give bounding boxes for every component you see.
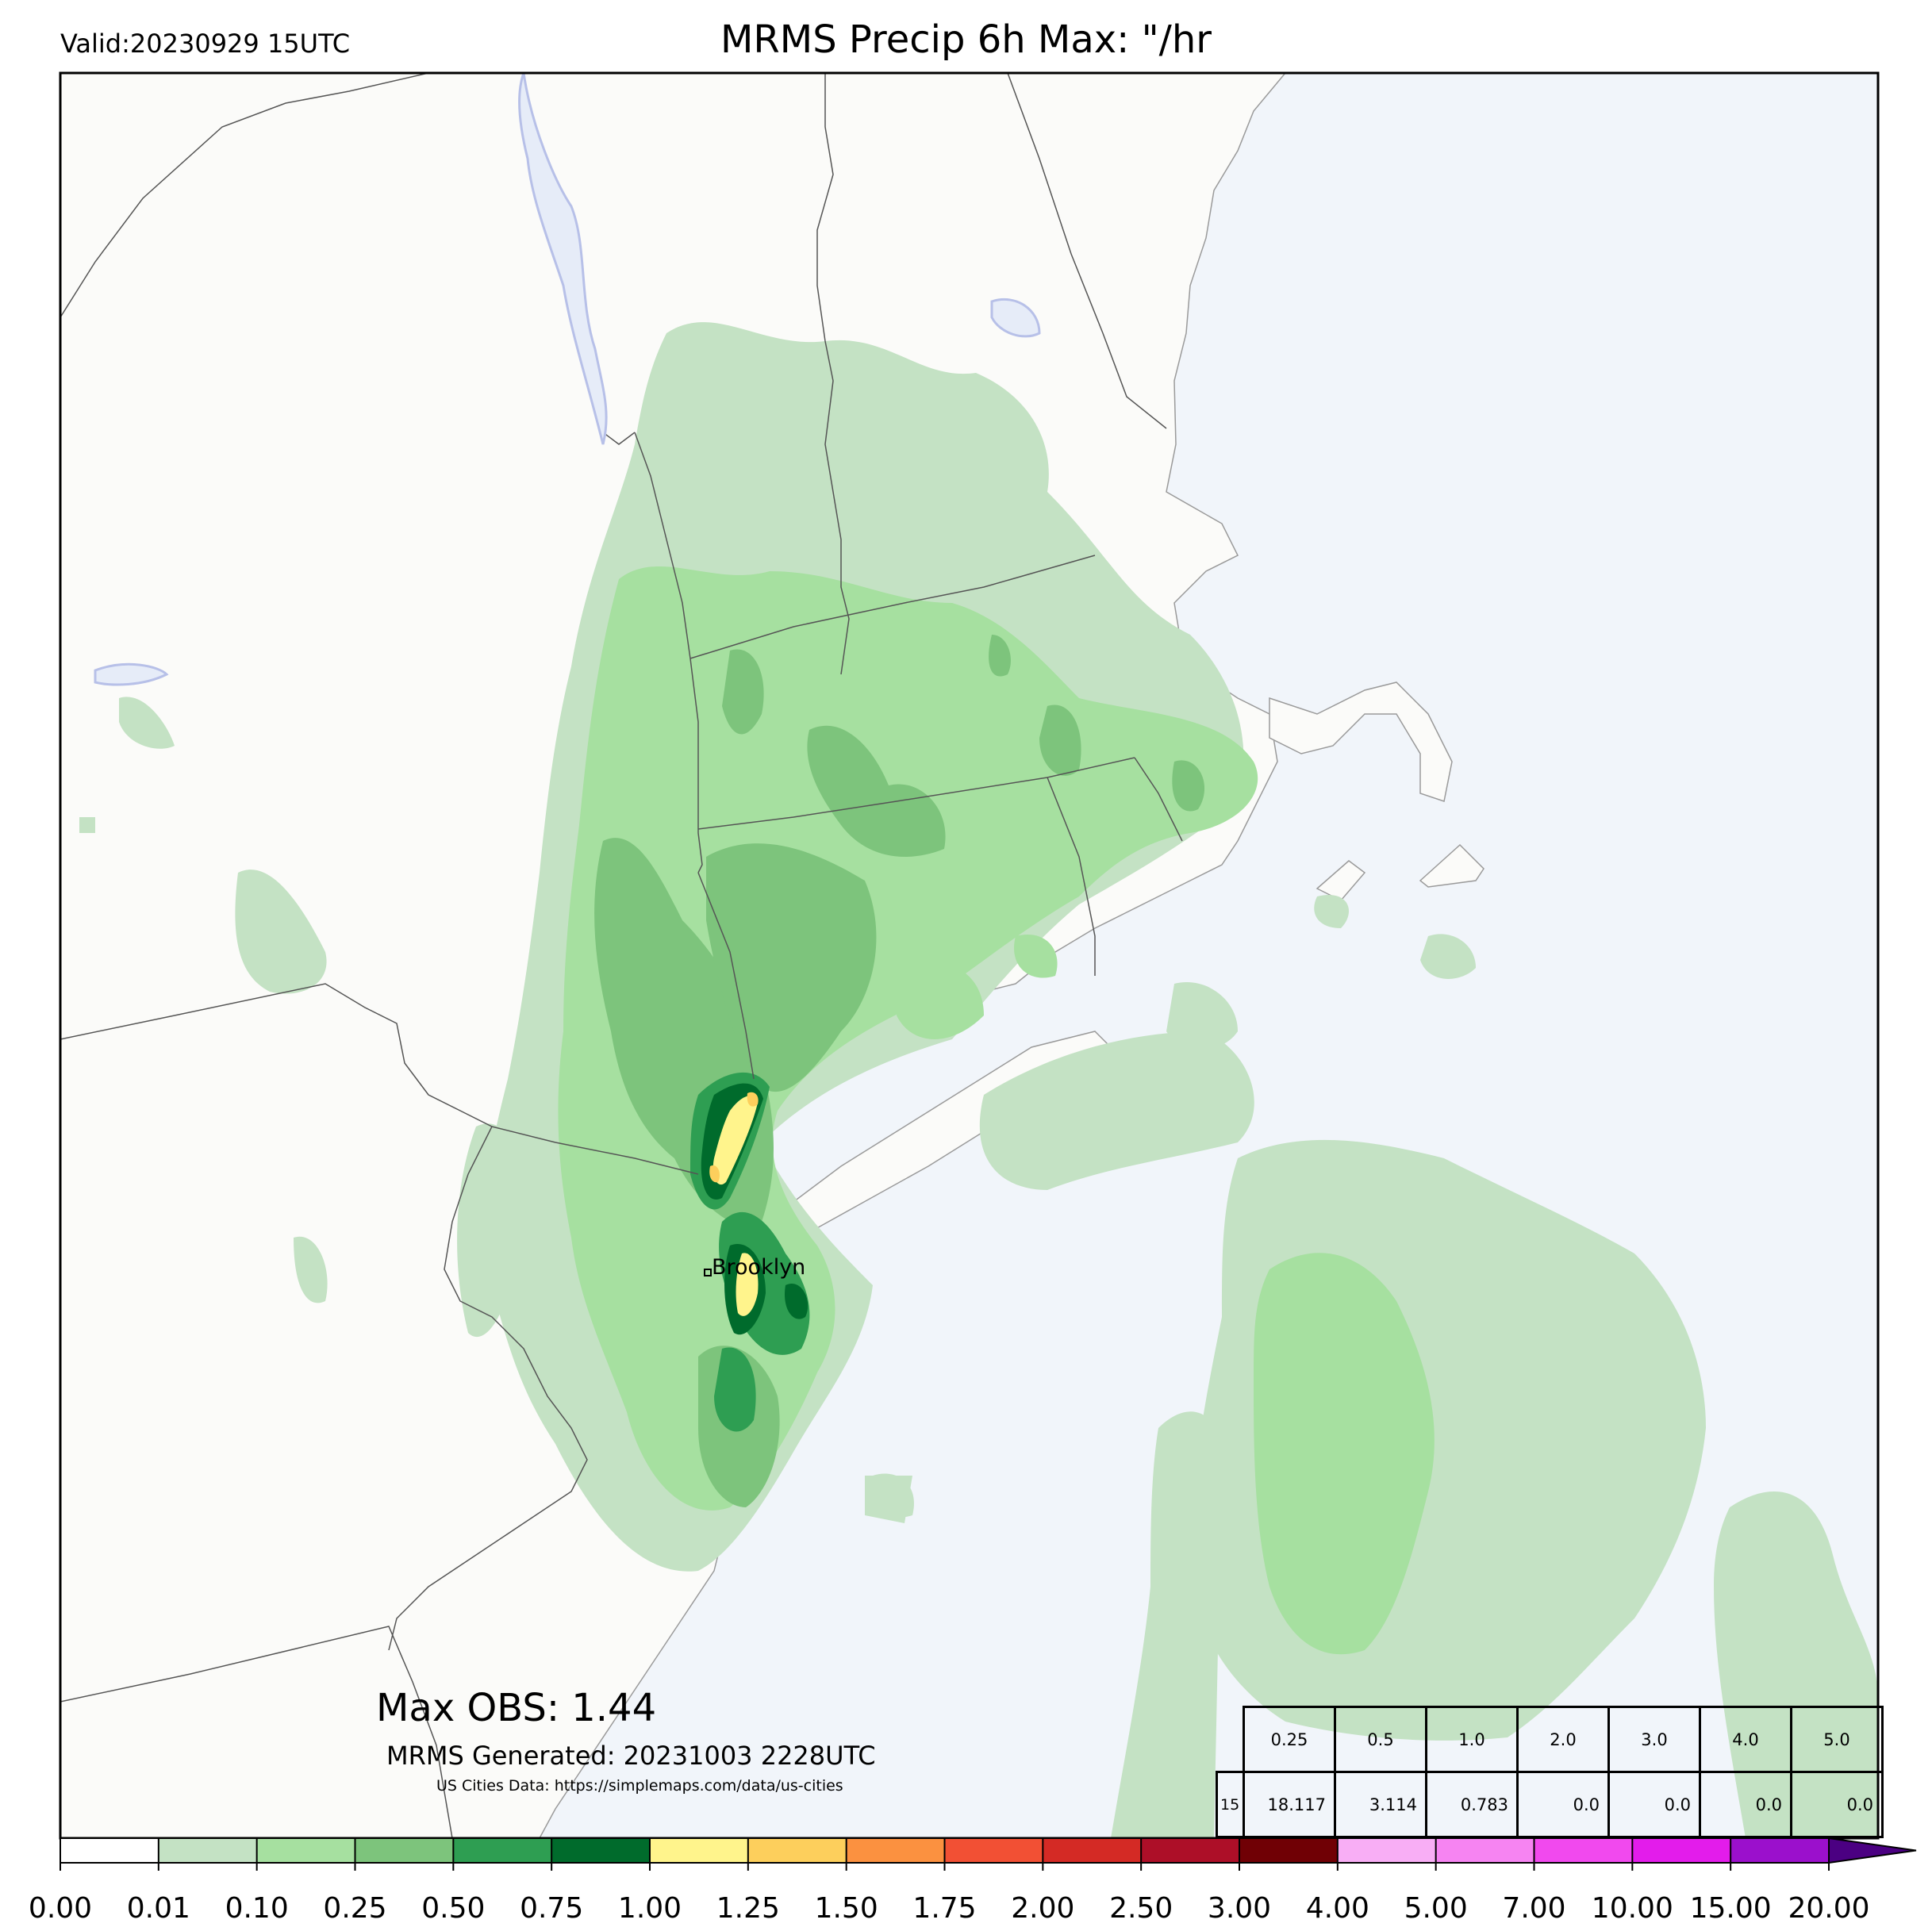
island (1419, 843, 1485, 888)
colorbar-tick-label: 3.00 (1207, 1892, 1272, 1925)
value-cell: 0.0 (1516, 1771, 1610, 1838)
threshold-cell: 5.0 (1790, 1706, 1884, 1773)
colorbar-swatch (1141, 1838, 1240, 1863)
colorbar-swatch (453, 1838, 552, 1863)
threshold-cell: 1.0 (1425, 1706, 1519, 1773)
colorbar-swatch (256, 1838, 355, 1863)
value-cell: 0.0 (1790, 1771, 1884, 1838)
colorbar-swatch (551, 1838, 651, 1863)
lakes (94, 73, 1041, 686)
colorbar-swatch (1534, 1838, 1633, 1863)
colorbar-swatch (1730, 1838, 1830, 1863)
threshold-cell: 0.5 (1334, 1706, 1427, 1773)
colorbar-tick-label: 2.50 (1109, 1892, 1173, 1925)
threshold-cell: 3.0 (1607, 1706, 1701, 1773)
colorbar-tick-label: 4.00 (1305, 1892, 1369, 1925)
colorbar-tick-label: 0.25 (323, 1892, 387, 1925)
colorbar-tick-label: 1.25 (716, 1892, 780, 1925)
cape-cod (1269, 681, 1453, 802)
max-obs-label: Max OBS: 1.44 (376, 1686, 657, 1730)
stats-value-row: 15 18.117 3.114 0.783 0.0 0.0 0.0 0.0 (1216, 1771, 1884, 1838)
colorbar-extend-arrow (1828, 1837, 1917, 1864)
stats-table: 0.25 0.5 1.0 2.0 3.0 4.0 5.0 15 18.117 3… (1216, 1706, 1884, 1838)
colorbar-tick-label: 2.00 (1011, 1892, 1075, 1925)
colorbar-tick-label: 1.50 (814, 1892, 878, 1925)
city-label-brooklyn: Brooklyn (712, 1255, 806, 1280)
row-label: 15 (1216, 1771, 1245, 1838)
precip-1-00 (712, 1096, 759, 1316)
colorbar-tick-label: 0.50 (421, 1892, 486, 1925)
colorbar-swatch (355, 1838, 454, 1863)
colorbar-swatch (944, 1838, 1043, 1863)
value-cell: 0.783 (1425, 1771, 1519, 1838)
colorbar-swatch (1239, 1838, 1339, 1863)
colorbar-swatch (1632, 1838, 1731, 1863)
precip-1-25 (709, 1092, 759, 1183)
city-data-credit: US Cities Data: https://simplemaps.com/d… (436, 1777, 843, 1795)
colorbar-tick-label: 15.00 (1689, 1892, 1772, 1925)
city-marker (704, 1269, 712, 1276)
colorbar-swatch (1435, 1838, 1534, 1863)
colorbar-tick-label: 0.10 (225, 1892, 289, 1925)
colorbar-swatch (747, 1838, 847, 1863)
valid-time: Valid:20230929 15UTC (60, 29, 351, 59)
colorbar-tick-label: 20.00 (1788, 1892, 1870, 1925)
colorbar-tick-label: 1.00 (617, 1892, 682, 1925)
colorbar-tick-label: 1.75 (912, 1892, 977, 1925)
colorbar-swatch (158, 1838, 258, 1863)
state-borders (60, 73, 1183, 1838)
value-cell: 18.117 (1243, 1771, 1336, 1838)
colorbar-swatch (1337, 1838, 1437, 1863)
colorbar (60, 1837, 1917, 1871)
stats-header-row: 0.25 0.5 1.0 2.0 3.0 4.0 5.0 (1216, 1706, 1884, 1773)
colorbar-swatch (60, 1838, 159, 1863)
colorbar-swatch (650, 1838, 749, 1863)
stats-corner (1216, 1706, 1245, 1772)
value-cell: 0.0 (1699, 1771, 1792, 1838)
value-cell: 3.114 (1334, 1771, 1427, 1838)
threshold-cell: 4.0 (1699, 1706, 1792, 1773)
colorbar-swatch (1043, 1838, 1142, 1863)
colorbar-tick-label: 0.75 (520, 1892, 584, 1925)
colorbar-tick-label: 10.00 (1591, 1892, 1673, 1925)
colorbar-tick-label: 7.00 (1502, 1892, 1566, 1925)
threshold-cell: 0.25 (1243, 1706, 1336, 1773)
colorbar-tick-label: 0.00 (28, 1892, 93, 1925)
generated-label: MRMS Generated: 20231003 2228UTC (386, 1741, 876, 1771)
value-cell: 0.0 (1607, 1771, 1701, 1838)
colorbar-tick-label: 5.00 (1404, 1892, 1468, 1925)
page-title: MRMS Precip 6h Max: "/hr (720, 17, 1212, 62)
threshold-cell: 2.0 (1516, 1706, 1610, 1773)
colorbar-swatch (846, 1838, 945, 1863)
colorbar-tick-label: 0.01 (126, 1892, 190, 1925)
